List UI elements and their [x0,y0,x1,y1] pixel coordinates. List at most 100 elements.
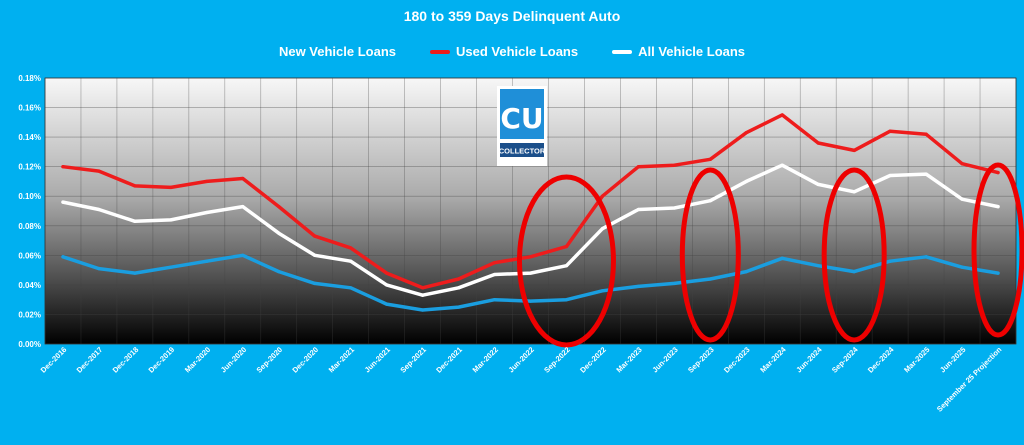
y-tick-label: 0.14% [18,133,41,142]
legend-label: All Vehicle Loans [638,44,746,59]
y-tick-label: 0.08% [18,222,41,231]
data-point [708,199,712,203]
data-point [421,286,425,290]
data-point [852,269,856,274]
data-point [996,170,1000,175]
y-tick-label: 0.16% [18,104,41,113]
data-point [636,207,640,212]
x-tick-label: Jun-2025 [938,345,967,374]
data-point [492,272,497,277]
data-point [852,190,856,194]
x-tick-label: Mar-2021 [327,345,356,374]
data-point [205,179,209,184]
data-point [780,163,784,167]
y-tick-label: 0.10% [18,192,41,201]
annotation-ellipse [971,162,1024,338]
y-tick-label: 0.02% [18,310,41,319]
data-point [600,227,605,231]
data-point [277,204,281,209]
data-point [708,277,712,281]
x-tick-label: Dec-2024 [866,344,896,374]
x-tick-label: Dec-2023 [722,345,752,375]
data-point [924,132,928,136]
x-tick-label: Sep-2020 [255,345,285,375]
data-point [277,231,281,235]
data-point [133,271,137,275]
annotation-ellipse [679,167,741,343]
x-tick-label: Mar-2025 [902,345,931,374]
data-point [672,281,676,286]
data-point [205,259,209,263]
data-point [241,253,245,257]
y-tick-label: 0.12% [18,163,41,172]
data-point [133,184,137,188]
y-tick-label: 0.18% [18,74,41,83]
data-point [456,286,461,290]
data-point [241,176,245,181]
data-point [960,162,964,166]
x-tick-label: Jun-2021 [363,345,392,374]
x-tick-label: Dec-2018 [111,345,141,375]
legend: New Vehicle Loans Used Vehicle Loans All… [0,44,1024,59]
data-point [888,259,892,263]
plot-border [44,77,1017,345]
y-tick-label: 0.06% [18,251,41,260]
x-tick-label: Sep-2022 [542,345,572,375]
data-point [708,157,712,161]
data-point [313,234,317,238]
data-point [169,265,173,269]
data-point [960,265,964,269]
data-point [888,129,892,133]
data-point [349,286,353,290]
legend-item-new-vehicle-loans: New Vehicle Loans [279,44,396,59]
legend-label: New Vehicle Loans [278,44,396,59]
logo-emblem [500,89,544,139]
legend-item-all-vehicle-loans: All Vehicle Loans [612,44,745,59]
chart-title: 180 to 359 Days Delinquent Auto [403,8,621,24]
data-point [205,210,209,215]
legend-swatch [612,49,633,54]
data-point [97,207,101,212]
data-point [672,163,676,167]
x-tick-label: Dec-2022 [578,345,608,375]
data-point [528,299,533,303]
data-point [421,308,425,312]
x-tick-label: Jun-2022 [507,345,536,374]
data-point [421,293,425,297]
legend-item-used-vehicle-loans: Used Vehicle Loans [430,44,578,59]
data-point [744,131,748,135]
data-point [924,255,928,259]
annotation-ellipse [821,167,887,343]
data-point [852,148,856,153]
data-point [313,281,317,286]
data-point [349,259,353,263]
data-point [385,271,389,275]
data-point [313,253,317,257]
data-point [492,298,497,302]
x-tick-label: Mar-2023 [614,345,643,374]
data-point [600,289,605,293]
data-point [996,204,1000,209]
data-point [600,194,605,198]
x-tick-label: Mar-2024 [758,344,788,374]
x-tick-label: Dec-2021 [434,345,464,375]
data-point [169,218,173,222]
data-point [492,261,497,265]
x-tick-label: Jun-2020 [219,345,248,374]
x-tick-label: Sep-2021 [398,345,428,375]
data-point [61,165,65,169]
legend-swatch [430,49,450,54]
x-tick-label: Sep-2024 [830,344,860,374]
data-point [528,255,533,259]
x-tick-label: Dec-2016 [39,345,69,375]
x-tick-label: Sep-2023 [686,345,716,375]
data-point [61,200,65,204]
data-point [528,271,533,275]
x-tick-label: Mar-2022 [471,345,500,374]
y-tick-label: 0.04% [18,281,41,290]
data-point [133,219,137,223]
data-point [816,264,820,268]
data-point [169,185,173,189]
data-point [780,256,784,260]
